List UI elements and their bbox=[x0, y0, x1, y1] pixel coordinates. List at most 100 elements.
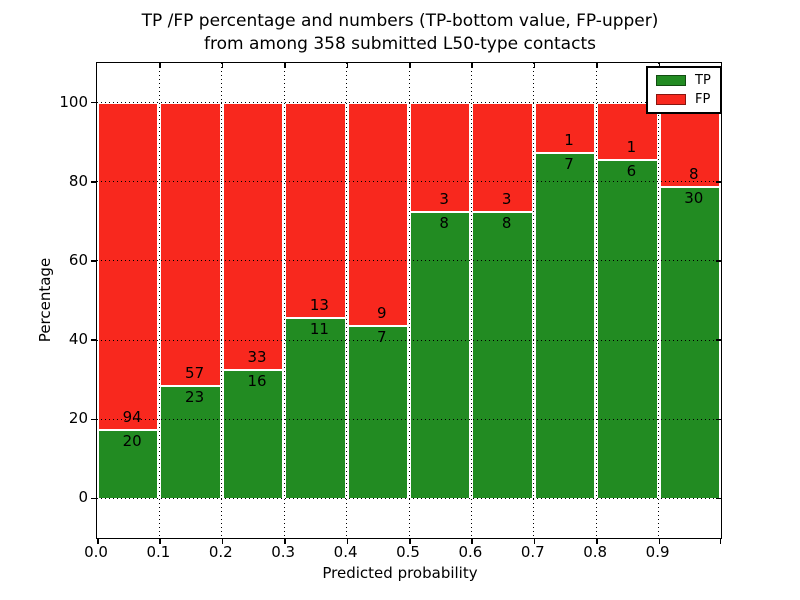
v-gridline bbox=[221, 63, 223, 538]
bar-tp-segment bbox=[534, 152, 596, 499]
y-tick-mark bbox=[91, 418, 97, 420]
tp-count-label: 23 bbox=[185, 387, 205, 406]
x-tick-mark-top bbox=[346, 63, 349, 68]
y-tick-mark-right bbox=[716, 339, 721, 341]
y-tick-mark-right bbox=[716, 418, 721, 420]
x-tick-mark-top bbox=[533, 63, 536, 68]
fp-count-label: 3 bbox=[439, 189, 449, 208]
v-gridline bbox=[346, 63, 348, 538]
v-gridline bbox=[470, 63, 472, 538]
chart-title-line2: from among 358 submitted L50-type contac… bbox=[204, 34, 596, 54]
x-tick-mark bbox=[346, 538, 349, 544]
bar-fp-segment bbox=[160, 102, 221, 385]
fp-count-label: 94 bbox=[122, 407, 142, 426]
fp-count-label: 3 bbox=[501, 189, 512, 208]
v-gridline bbox=[658, 63, 660, 538]
v-gridline bbox=[533, 63, 535, 538]
fp-count-label: 33 bbox=[247, 348, 267, 367]
x-tick-mark-top bbox=[284, 63, 286, 68]
y-tick-mark bbox=[91, 339, 97, 341]
x-tick-mark bbox=[284, 538, 286, 544]
x-tick-mark-top bbox=[409, 63, 411, 68]
x-tick-mark-top bbox=[221, 63, 224, 68]
bar-tp-segment bbox=[410, 210, 471, 499]
x-tick-label: 0.3 bbox=[271, 543, 296, 561]
x-tick-label: 0.4 bbox=[333, 543, 358, 561]
chart-title-line1: TP /FP percentage and numbers (TP-bottom… bbox=[141, 11, 659, 31]
tp-count-label: 16 bbox=[247, 372, 267, 391]
bars-layer bbox=[97, 63, 721, 538]
tp-count-label: 8 bbox=[439, 213, 449, 232]
tp-count-label: 7 bbox=[564, 155, 574, 174]
bar-tp-segment bbox=[285, 316, 346, 499]
y-tick-label: 80 bbox=[68, 171, 88, 190]
v-gridline bbox=[595, 63, 597, 538]
y-tick-mark bbox=[91, 101, 97, 104]
legend: TP FP bbox=[646, 66, 722, 114]
tp-count-label: 7 bbox=[377, 328, 387, 347]
y-tick-mark bbox=[91, 260, 97, 262]
tp-count-label: 6 bbox=[626, 162, 637, 181]
grid-layer bbox=[97, 63, 721, 538]
x-axis-label: Predicted probability bbox=[322, 564, 478, 582]
fp-count-label: 1 bbox=[564, 131, 574, 150]
y-tick-label: 40 bbox=[68, 330, 88, 349]
y-tick-label: 100 bbox=[59, 92, 88, 111]
legend-swatch-tp bbox=[656, 75, 686, 86]
y-tick-mark bbox=[91, 181, 97, 183]
x-tick-label: 0.7 bbox=[520, 543, 545, 561]
x-tick-mark-top bbox=[596, 63, 598, 68]
y-tick-label: 0 bbox=[78, 488, 88, 507]
bar-fp-segment bbox=[472, 102, 533, 211]
v-gridline bbox=[158, 63, 160, 538]
bar-fp-segment bbox=[222, 102, 284, 370]
fp-count-label: 9 bbox=[377, 304, 387, 323]
x-tick-mark bbox=[409, 538, 411, 544]
x-tick-mark bbox=[471, 538, 473, 544]
y-tick-mark bbox=[91, 497, 97, 500]
bar-label-layer: 94 20 57 23 33 16 13 11 9 7 3 8 3 8 1 7 1 6 8 30 bbox=[97, 63, 721, 538]
tp-count-label: 8 bbox=[501, 213, 512, 232]
x-tick-label: 0.9 bbox=[645, 543, 670, 561]
x-tick-label: 0.1 bbox=[146, 543, 171, 561]
v-gridline bbox=[408, 63, 410, 538]
x-tick-mark bbox=[596, 538, 598, 544]
bar-fp-segment bbox=[98, 102, 159, 429]
x-tick-label: 0.8 bbox=[583, 543, 608, 561]
bar-fp-segment bbox=[410, 102, 471, 211]
y-tick-mark-right bbox=[716, 181, 721, 183]
x-tick-label: 0.6 bbox=[458, 543, 483, 561]
fp-count-label: 8 bbox=[689, 164, 699, 183]
y-tick-mark-right bbox=[716, 260, 721, 262]
chart-title: TP /FP percentage and numbers (TP-bottom… bbox=[0, 10, 800, 56]
bar-tp-segment bbox=[597, 159, 658, 499]
bar-tp-segment bbox=[472, 210, 533, 499]
legend-swatch-fp bbox=[656, 94, 686, 105]
bar-fp-segment bbox=[659, 102, 720, 186]
legend-label-fp: FP bbox=[695, 92, 711, 107]
bar-tp-segment bbox=[347, 325, 408, 499]
x-tick-label: 0.5 bbox=[396, 543, 420, 561]
bar-fp-segment bbox=[534, 102, 596, 153]
bar-fp-segment bbox=[347, 102, 408, 326]
bar-tp-segment bbox=[160, 384, 221, 499]
y-tick-label: 60 bbox=[68, 250, 88, 269]
fp-count-label: 13 bbox=[309, 295, 329, 314]
tick-layer bbox=[91, 63, 721, 544]
x-tick-mark bbox=[97, 538, 99, 544]
x-tick-mark bbox=[719, 538, 721, 544]
tp-count-label: 11 bbox=[309, 319, 329, 338]
plot-area: 94 20 57 23 33 16 13 11 9 7 3 8 3 8 1 7 1 6 8 30 bbox=[91, 62, 722, 544]
y-tick-mark-right bbox=[716, 497, 721, 500]
x-tick-mark-top bbox=[471, 63, 473, 68]
x-tick-mark bbox=[658, 538, 661, 544]
tp-count-label: 20 bbox=[122, 431, 142, 450]
v-gridline bbox=[283, 63, 285, 538]
bar-fp-segment bbox=[285, 102, 346, 317]
fp-count-label: 57 bbox=[185, 363, 205, 382]
legend-item-tp: TP bbox=[656, 74, 711, 87]
bar-tp-segment bbox=[98, 428, 159, 499]
bar-tp-segment bbox=[222, 369, 284, 499]
fp-count-label: 1 bbox=[626, 138, 637, 157]
